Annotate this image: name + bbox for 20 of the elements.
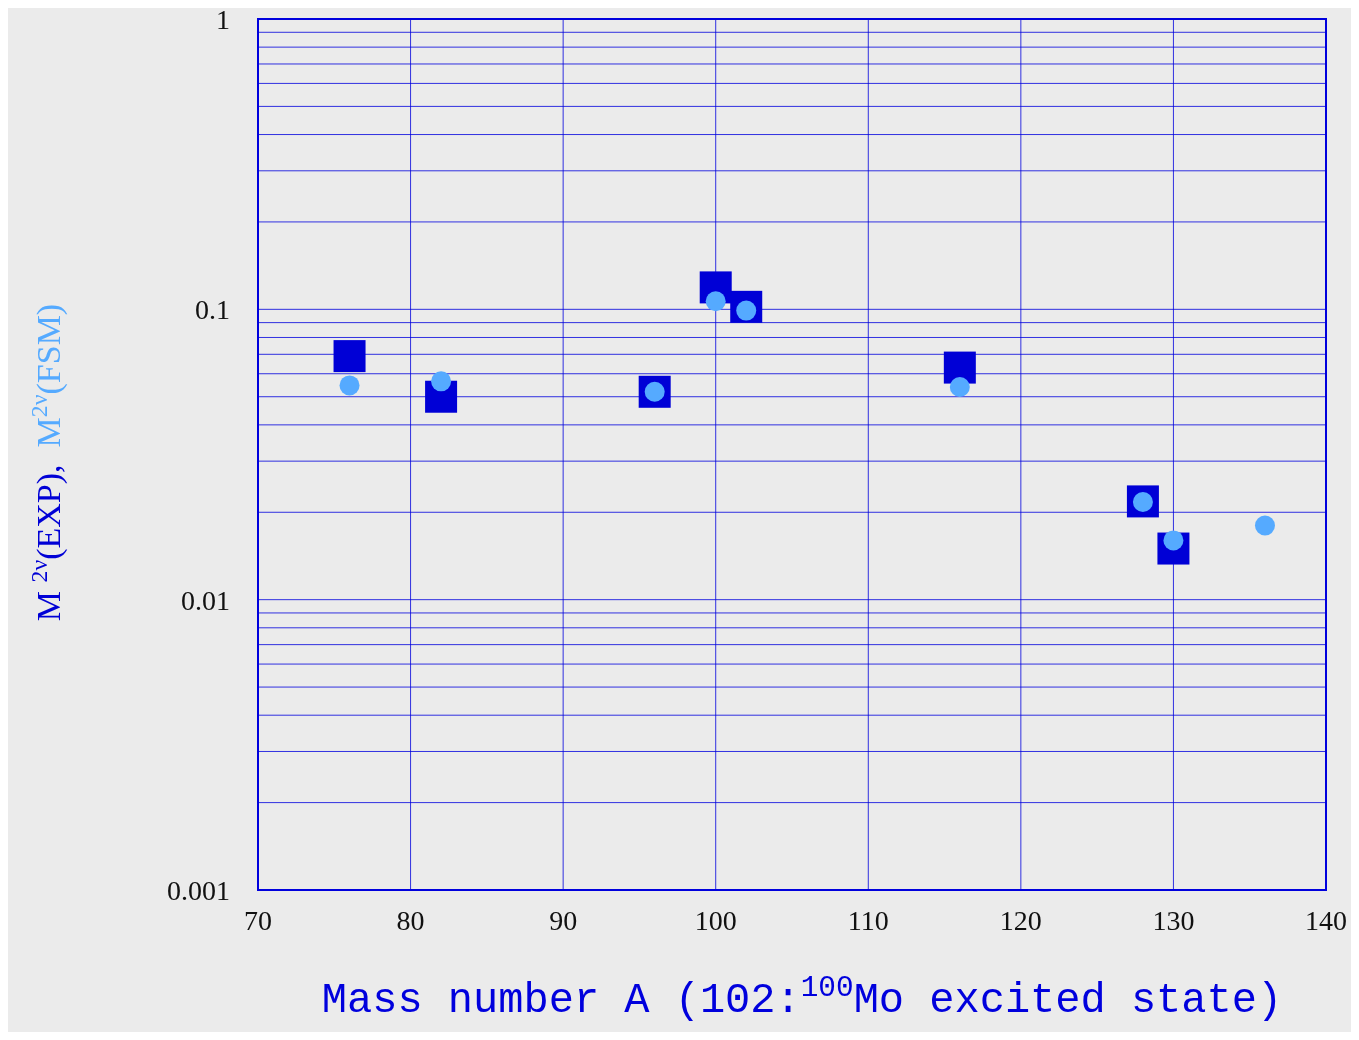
- x-axis-title: Mass number A (102:$^{100}$Mo excited state): [321, 971, 1283, 1025]
- x-tick-label: 130: [1152, 904, 1195, 936]
- x-tick-label: 100: [694, 904, 737, 936]
- y-tick-label: 0.01: [181, 584, 230, 616]
- y-tick-label: 0.001: [167, 874, 230, 906]
- point: [943, 351, 976, 384]
- point: [431, 371, 452, 392]
- x-tick-label: 120: [999, 904, 1042, 936]
- point: [949, 377, 970, 398]
- x-tick-label: 80: [396, 904, 425, 936]
- x-tick-label: 90: [549, 904, 578, 936]
- x-tick-label: 140: [1305, 904, 1347, 936]
- x-tick-label: 110: [847, 904, 889, 936]
- point: [333, 340, 366, 373]
- y-tick-label: 1: [216, 3, 230, 35]
- point: [1254, 515, 1275, 536]
- x-tick-label: 70: [244, 904, 272, 936]
- point: [705, 291, 726, 312]
- y-tick-label: 0.1: [195, 294, 230, 326]
- point: [339, 375, 360, 396]
